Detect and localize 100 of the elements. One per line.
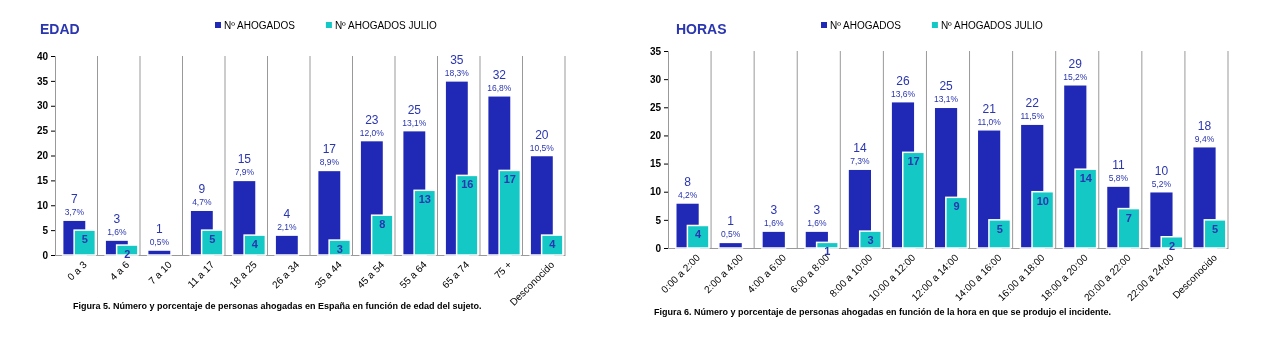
data-label: 10 — [1154, 163, 1169, 178]
data-label: 11 — [1112, 158, 1125, 173]
data-label: 4 — [695, 228, 703, 241]
data-label: 23 — [365, 112, 379, 127]
annotation: 5,8% — [1108, 173, 1129, 184]
data-label: 21 — [982, 101, 997, 116]
data-label: 4 — [251, 238, 259, 251]
data-label: 35 — [450, 52, 464, 67]
bar — [718, 241, 744, 249]
y-tick-label: 15 — [649, 158, 662, 170]
data-label: 9 — [198, 182, 206, 197]
x-tick-label: 0 a 3 — [65, 258, 90, 283]
data-label: 4 — [549, 238, 557, 251]
x-tick-label: 18 a 25 — [227, 258, 260, 291]
data-label: 3 — [813, 203, 821, 218]
y-tick-label: 10 — [36, 199, 49, 211]
data-label: 5 — [996, 222, 1003, 235]
data-label: 25 — [407, 102, 422, 117]
data-label: 32 — [492, 67, 507, 82]
legend-label: Nº AHOGADOS JULIO — [940, 20, 1044, 31]
y-tick-label: 15 — [36, 175, 49, 187]
text: Figura 5. Número y porcentaje de personas ahogadas en España en función de edad del sujeto. — [73, 301, 482, 311]
bar — [274, 234, 300, 256]
annotation: 13,6% — [890, 88, 916, 99]
annotation: 15,2% — [1063, 71, 1088, 82]
annotation: 5,2% — [1151, 178, 1172, 189]
annotation: 7,9% — [234, 167, 255, 178]
data-label: 17 — [907, 155, 920, 168]
y-tick-label: 35 — [36, 75, 49, 87]
bar — [146, 249, 172, 256]
annotation: 1,6% — [807, 218, 827, 229]
bar — [761, 230, 787, 249]
annotation: 1,6% — [764, 218, 784, 229]
data-label: 7 — [70, 192, 78, 207]
data-label: 16 — [461, 178, 474, 191]
data-label: 14 — [1079, 172, 1093, 185]
data-label: 4 — [283, 207, 291, 222]
annotation: 10,5% — [529, 142, 555, 153]
y-tick-label: 30 — [36, 100, 49, 112]
y-tick-label: 25 — [36, 125, 49, 137]
annotation: 13,1% — [934, 94, 959, 105]
x-tick-label: 55 a 64 — [397, 258, 430, 291]
legend-label: Nº AHOGADOS JULIO — [334, 20, 438, 31]
annotation: 9,4% — [1194, 133, 1215, 144]
y-tick-label: 20 — [36, 150, 49, 162]
annotation: 0,5% — [149, 237, 170, 248]
x-tick-label: 11 a 17 — [185, 258, 217, 290]
x-tick-label: 75 + — [492, 258, 514, 281]
y-tick-label: 10 — [649, 186, 662, 198]
y-tick-label: 40 — [36, 50, 49, 62]
annotation: 2,1% — [277, 222, 297, 233]
annotation: 0,5% — [720, 229, 741, 240]
data-label: 26 — [896, 73, 910, 88]
x-tick-label: 65 a 74 — [439, 258, 472, 291]
data-label: 3 — [336, 243, 343, 256]
x-tick-label: 7 a 10 — [146, 258, 175, 287]
y-tick-label: 0 — [42, 249, 49, 261]
data-label: 7 — [1125, 211, 1132, 224]
annotation: 3,7% — [64, 207, 85, 218]
annotation: 11,5% — [1020, 111, 1045, 122]
data-label: 15 — [237, 152, 252, 167]
data-label: 5 — [81, 233, 88, 246]
data-label: 17 — [503, 173, 516, 186]
data-label: 14 — [853, 141, 867, 156]
data-label: 20 — [535, 127, 549, 142]
text: Figura 6. Número y porcentaje de personas ahogadas en función de la hora en que se produjo el incidente. — [654, 307, 1112, 317]
legend-label: Nº AHOGADOS — [224, 20, 296, 31]
annotation: 4,2% — [677, 189, 698, 200]
y-tick-label: 5 — [42, 224, 49, 236]
data-label: 13 — [418, 193, 431, 206]
chart-title: EDAD — [40, 21, 80, 37]
annotation: 8,9% — [319, 157, 340, 168]
chart-title: HORAS — [676, 21, 727, 37]
x-tick-label: 4:00 a 6:00 — [745, 251, 789, 296]
y-tick-label: 20 — [649, 130, 662, 142]
data-label: 3 — [113, 212, 121, 227]
annotation: 1,6% — [107, 227, 127, 238]
annotation: 16,8% — [487, 82, 512, 93]
y-tick-label: 30 — [649, 73, 662, 85]
y-tick-label: 5 — [655, 214, 662, 226]
y-tick-label: 25 — [649, 101, 662, 113]
annotation: 18,3% — [444, 67, 470, 78]
data-label: 1 — [727, 214, 735, 229]
data-label: 8 — [684, 174, 692, 189]
x-tick-label: 26 a 34 — [269, 258, 302, 291]
data-label: 9 — [953, 200, 960, 213]
data-label: 3 — [867, 234, 874, 247]
data-label: 10 — [1036, 194, 1049, 207]
data-label: 29 — [1068, 56, 1083, 71]
y-tick-label: 0 — [655, 242, 662, 254]
data-label: 3 — [770, 203, 778, 218]
x-tick-label: 35 a 44 — [312, 258, 345, 291]
data-label: 22 — [1025, 96, 1040, 111]
annotation: 4,7% — [192, 197, 212, 208]
annotation: 7,3% — [850, 156, 871, 167]
x-tick-label: 4 a 6 — [107, 258, 132, 283]
x-tick-label: 45 a 54 — [354, 258, 387, 291]
y-tick-label: 35 — [649, 45, 662, 57]
data-label: 1 — [155, 222, 163, 237]
legend-label: Nº AHOGADOS — [830, 20, 902, 31]
